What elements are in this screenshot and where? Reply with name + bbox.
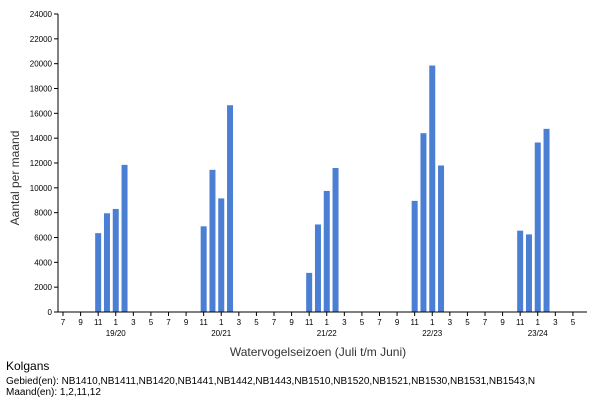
x-tick-label: 1 (430, 318, 435, 327)
species-name: Kolgans (6, 359, 50, 373)
x-tick-label: 11 (200, 318, 209, 327)
y-tick-label: 6000 (34, 234, 52, 243)
y-tick-label: 14000 (30, 134, 53, 143)
season-label: 23/24 (528, 329, 549, 338)
bar (534, 142, 541, 312)
bar (429, 65, 436, 312)
x-tick-label: 11 (94, 318, 103, 327)
x-tick-label: 3 (131, 318, 136, 327)
x-tick-label: 3 (342, 318, 347, 327)
x-tick-label: 5 (254, 318, 259, 327)
x-tick-label: 3 (553, 318, 558, 327)
x-axis: 7 9 11 1 3 5 7 9 11 1 3 5 7 9 11 1 3 5 7 9 11 1 3 5 7 9 11 1 3 519/20… (58, 311, 587, 338)
y-tick-label: 2000 (34, 283, 52, 292)
y-tick-label: 24000 (30, 10, 53, 19)
bar (420, 133, 427, 312)
bar (314, 224, 321, 312)
bar (200, 226, 207, 312)
x-tick-label: 1 (325, 318, 330, 327)
y-tick-label: 8000 (34, 209, 52, 218)
x-tick-label: 1 (114, 318, 119, 327)
months-list: Maand(en): 1,2,11,12 (6, 387, 101, 398)
y-tick-label: 16000 (30, 109, 53, 118)
y-tick-label: 18000 (30, 85, 53, 94)
y-tick-label: 12000 (30, 159, 53, 168)
x-tick-label: 7 (272, 318, 277, 327)
x-tick-label: 5 (360, 318, 365, 327)
bar (209, 169, 216, 312)
areas-list: Gebied(en): NB1410,NB1411,NB1420,NB1441,… (6, 376, 536, 387)
y-axis: 0 2000 4000 6000 8000 10000 12000 14000 16000 180… (30, 10, 59, 317)
bar (517, 230, 524, 312)
bar (112, 208, 119, 312)
x-tick-label: 1 (536, 318, 541, 327)
bar (332, 167, 339, 312)
season-label: 20/21 (211, 329, 232, 338)
y-tick-label: 0 (48, 308, 53, 317)
y-axis-title: Aantal per maand (8, 131, 22, 226)
x-tick-label: 5 (465, 318, 470, 327)
bar (438, 165, 445, 312)
y-tick-label: 10000 (30, 184, 53, 193)
bar-chart: 0 2000 4000 6000 8000 10000 12000 14000 16000 180… (8, 10, 587, 359)
bar (121, 164, 128, 312)
x-tick-label: 1 (219, 318, 224, 327)
x-axis-title: Watervogelseizoen (Juli t/m Juni) (230, 345, 406, 359)
bar (227, 105, 234, 312)
x-tick-label: 3 (448, 318, 453, 327)
x-tick-label: 11 (516, 318, 525, 327)
season-label: 21/22 (317, 329, 338, 338)
x-tick-label: 5 (149, 318, 154, 327)
x-tick-label: 9 (500, 318, 505, 327)
bars-group (95, 65, 550, 312)
season-label: 22/23 (422, 329, 443, 338)
season-label: 19/20 (106, 329, 127, 338)
x-tick-label: 7 (377, 318, 382, 327)
x-tick-label: 7 (61, 318, 66, 327)
x-tick-label: 11 (305, 318, 314, 327)
x-tick-label: 7 (166, 318, 171, 327)
x-tick-label: 3 (237, 318, 242, 327)
bar (95, 233, 102, 312)
y-tick-label: 22000 (30, 35, 53, 44)
bar (543, 128, 550, 312)
bar (218, 198, 225, 312)
x-tick-label: 9 (289, 318, 294, 327)
y-tick-label: 4000 (34, 258, 52, 267)
bar (323, 190, 330, 312)
bar (411, 200, 418, 312)
x-tick-label: 9 (78, 318, 83, 327)
x-tick-label: 9 (395, 318, 400, 327)
x-tick-label: 7 (483, 318, 488, 327)
x-tick-label: 11 (411, 318, 420, 327)
bar (306, 272, 313, 312)
y-tick-label: 20000 (30, 60, 53, 69)
x-tick-label: 5 (571, 318, 576, 327)
bar (525, 234, 532, 312)
bar (103, 213, 110, 312)
x-tick-label: 9 (184, 318, 189, 327)
